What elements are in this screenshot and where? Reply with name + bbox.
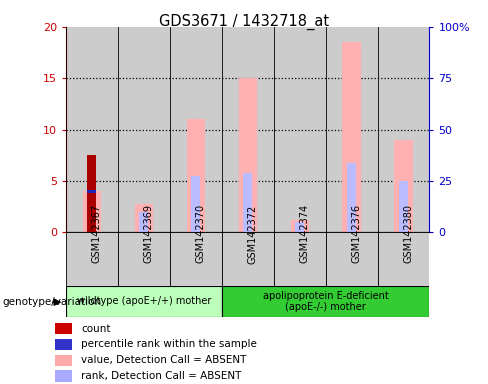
Text: GSM142369: GSM142369 <box>144 204 154 263</box>
Bar <box>170 27 222 232</box>
Text: genotype/variation: genotype/variation <box>2 297 102 307</box>
Text: GSM142380: GSM142380 <box>404 204 413 263</box>
Text: apolipoprotein E-deficient
(apoE-/-) mother: apolipoprotein E-deficient (apoE-/-) mot… <box>263 291 388 312</box>
Bar <box>394 140 412 232</box>
Bar <box>239 78 257 232</box>
Bar <box>87 155 97 232</box>
Bar <box>186 119 205 232</box>
Bar <box>295 222 304 232</box>
Bar <box>378 232 429 286</box>
Bar <box>118 232 170 286</box>
Bar <box>399 181 408 232</box>
Bar <box>325 232 378 286</box>
Bar <box>325 27 378 232</box>
Bar <box>170 232 222 286</box>
Bar <box>243 173 252 232</box>
Bar <box>55 339 72 350</box>
Text: percentile rank within the sample: percentile rank within the sample <box>81 339 257 349</box>
Bar <box>83 191 101 232</box>
Bar <box>66 232 118 286</box>
Bar <box>66 27 118 232</box>
Bar <box>274 27 325 232</box>
Text: GSM142370: GSM142370 <box>196 204 206 263</box>
Bar <box>222 27 274 232</box>
Text: GSM142372: GSM142372 <box>248 204 258 263</box>
Bar <box>118 27 170 232</box>
Bar <box>222 286 429 317</box>
Text: value, Detection Call = ABSENT: value, Detection Call = ABSENT <box>81 355 246 365</box>
Text: GDS3671 / 1432718_at: GDS3671 / 1432718_at <box>159 13 329 30</box>
Bar <box>191 176 200 232</box>
Bar <box>87 190 97 193</box>
Text: GSM142367: GSM142367 <box>92 204 102 263</box>
Bar <box>290 220 309 232</box>
Text: wildtype (apoE+/+) mother: wildtype (apoE+/+) mother <box>77 296 211 306</box>
Bar <box>55 323 72 334</box>
Bar <box>135 204 153 232</box>
Text: GSM142374: GSM142374 <box>300 204 309 263</box>
Bar <box>347 164 356 232</box>
Text: count: count <box>81 324 110 334</box>
Bar <box>55 354 72 366</box>
Text: rank, Detection Call = ABSENT: rank, Detection Call = ABSENT <box>81 371 242 381</box>
Bar <box>139 212 148 232</box>
Bar <box>222 232 274 286</box>
Bar <box>55 371 72 382</box>
Bar <box>378 27 429 232</box>
Bar <box>343 42 361 232</box>
Bar <box>87 191 97 232</box>
Bar <box>274 232 325 286</box>
Bar <box>66 286 222 317</box>
Text: GSM142376: GSM142376 <box>351 204 362 263</box>
